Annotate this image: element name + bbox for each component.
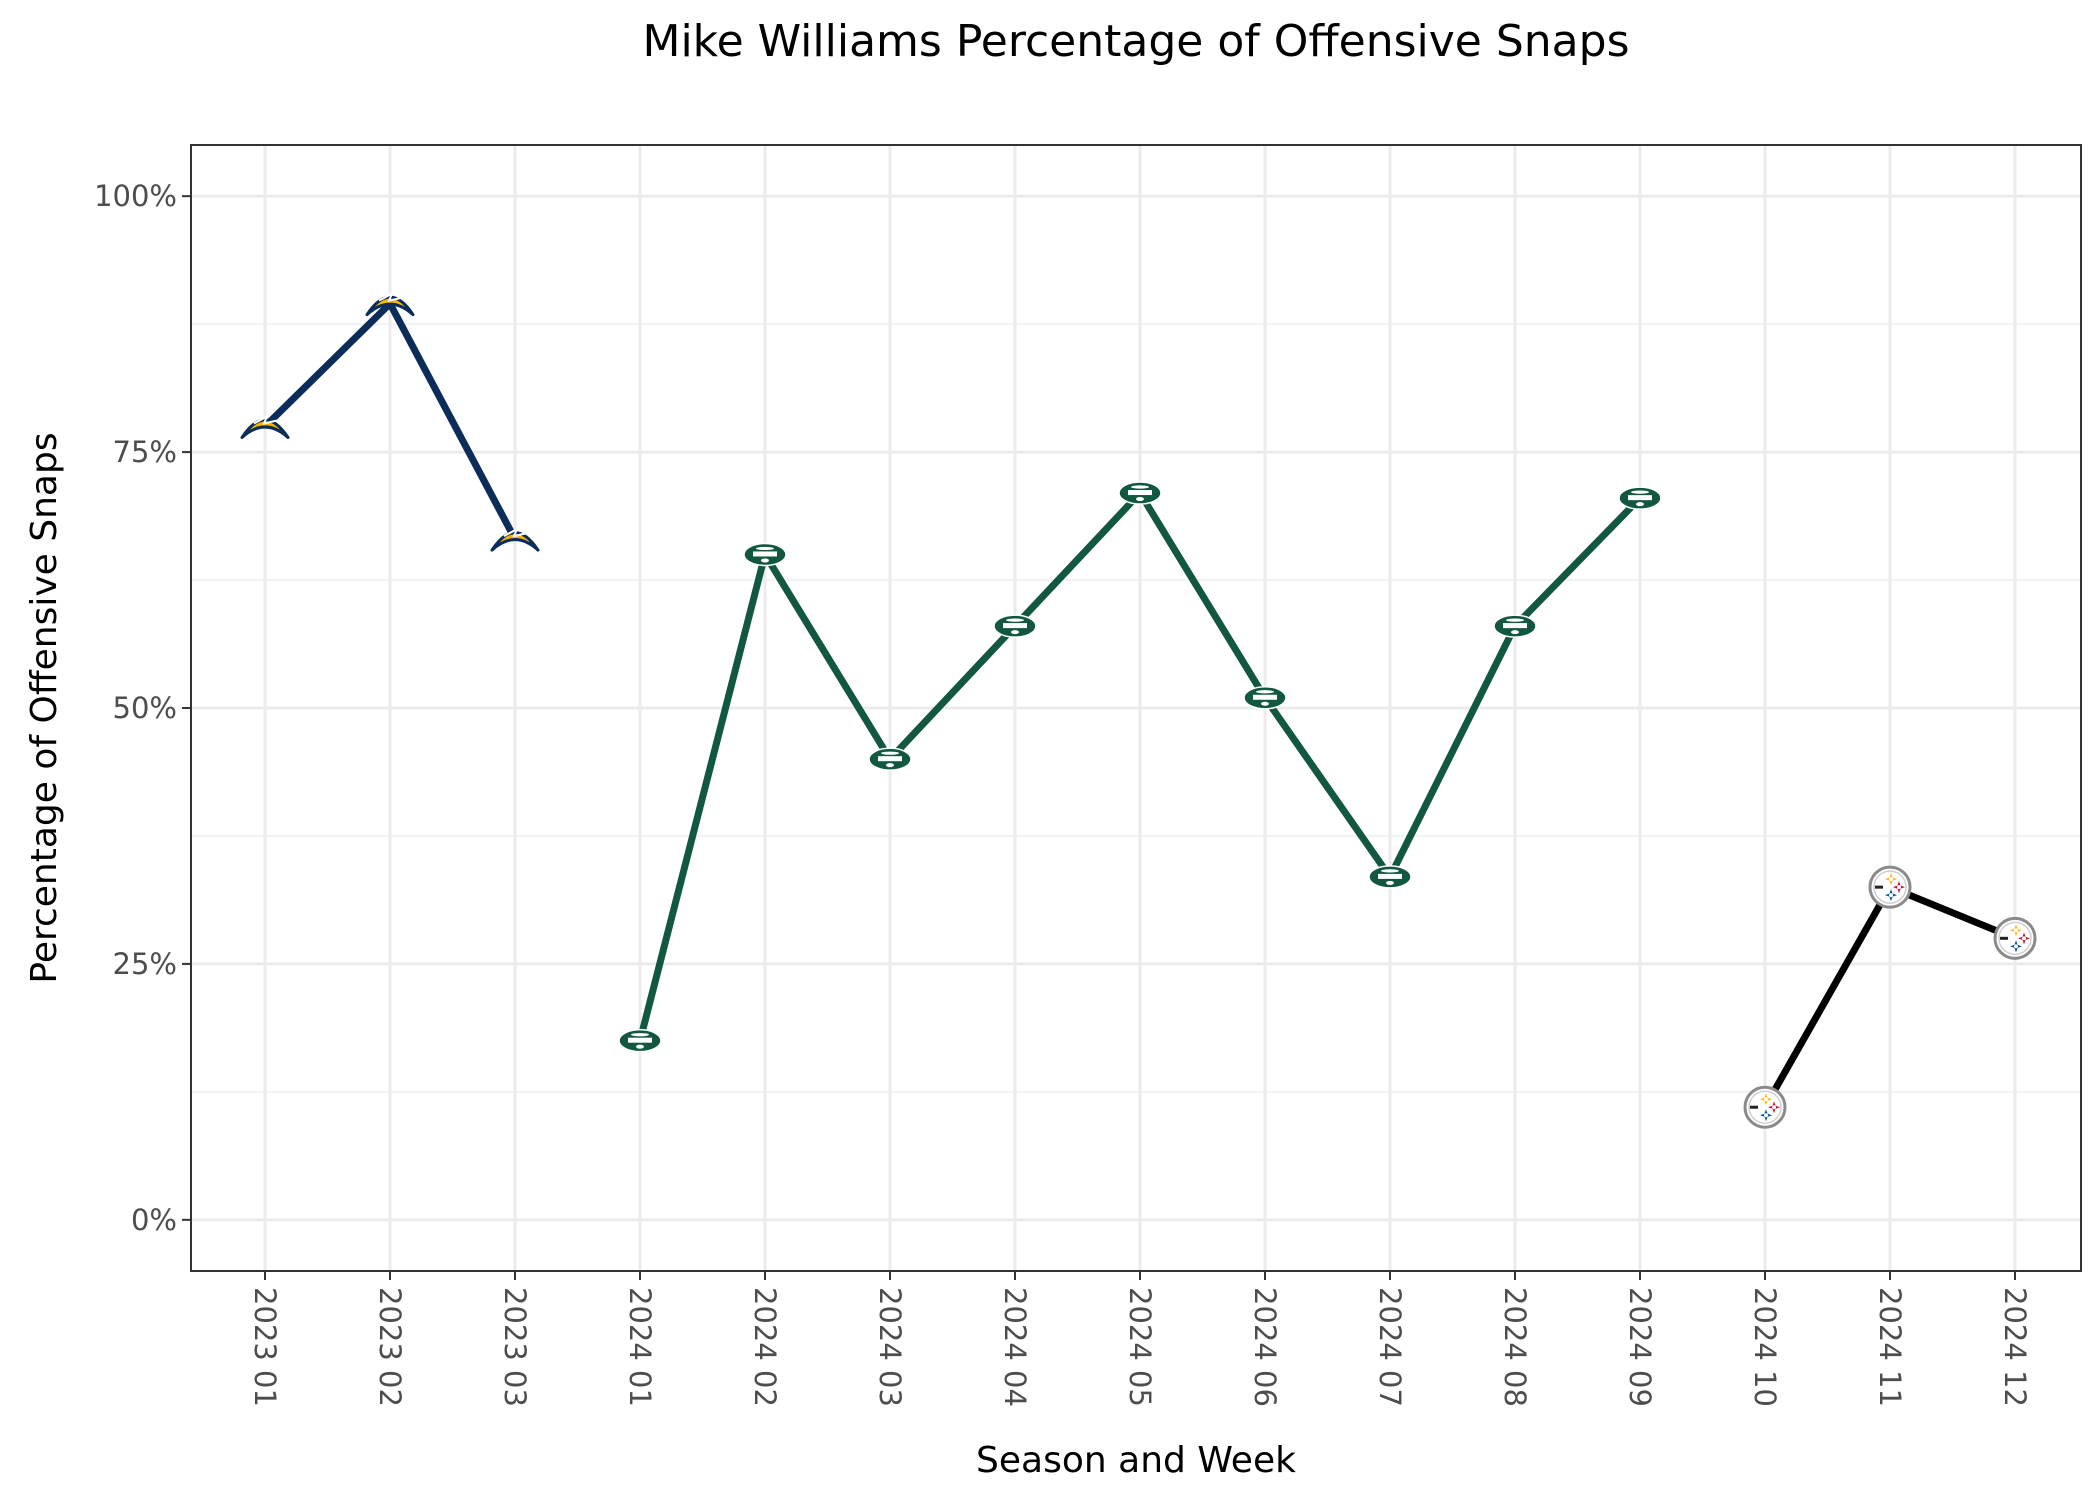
x-tick-label: 2024 09 bbox=[1623, 1287, 1657, 1407]
jets-logo-icon bbox=[993, 614, 1037, 638]
steelers-logo-icon bbox=[1743, 1085, 1787, 1129]
chargers-logo-icon bbox=[490, 526, 540, 552]
jets-logo-icon bbox=[743, 542, 787, 567]
jets-logo-icon bbox=[1493, 614, 1537, 638]
chargers-logo-icon bbox=[365, 291, 415, 317]
grid-layer bbox=[191, 145, 2081, 1271]
x-tick-label: 2024 05 bbox=[1123, 1287, 1157, 1407]
y-tick-label: 100% bbox=[94, 179, 177, 213]
x-tick-label: 2023 01 bbox=[248, 1287, 282, 1407]
x-axis: 2023 01 2023 02 2023 03 2024 01 2024 02 2024 … bbox=[248, 1271, 2032, 1407]
x-tick-label: 2024 06 bbox=[1248, 1287, 1282, 1407]
jets-logo-icon bbox=[1243, 686, 1287, 710]
y-tick-label: 25% bbox=[113, 947, 177, 981]
jets-logo-icon bbox=[618, 1028, 662, 1053]
x-tick-label: 2024 02 bbox=[748, 1287, 782, 1407]
x-tick-label: 2024 08 bbox=[1498, 1287, 1532, 1407]
x-tick-label: 2024 07 bbox=[1373, 1287, 1407, 1407]
jets-logo-icon bbox=[1118, 481, 1162, 505]
y-tick-label: 75% bbox=[113, 435, 177, 469]
x-tick-label: 2024 01 bbox=[623, 1287, 657, 1407]
jets-logo-icon bbox=[868, 747, 912, 771]
x-tick-label: 2024 11 bbox=[1873, 1287, 1907, 1407]
y-axis-title: Percentage of Offensive Snaps bbox=[24, 432, 65, 983]
jets-logo-icon bbox=[1618, 486, 1662, 510]
steelers-logo-icon bbox=[1993, 916, 2037, 960]
chart-title: Mike Williams Percentage of Offensive Sn… bbox=[642, 16, 1629, 67]
y-tick-label: 50% bbox=[113, 691, 177, 725]
x-tick-label: 2023 02 bbox=[373, 1287, 407, 1407]
x-tick-label: 2023 03 bbox=[498, 1287, 532, 1407]
x-tick-label: 2024 12 bbox=[1998, 1287, 2032, 1407]
x-tick-label: 2024 04 bbox=[998, 1287, 1032, 1407]
chargers-logo-icon bbox=[240, 414, 290, 439]
marker-layer bbox=[240, 291, 2037, 1129]
x-tick-label: 2024 03 bbox=[873, 1287, 907, 1407]
y-tick-label: 0% bbox=[131, 1203, 177, 1237]
jets-logo-icon bbox=[1368, 865, 1412, 889]
y-axis: 0% 25% 50% 75% 100% bbox=[94, 179, 191, 1237]
x-tick-label: 2024 10 bbox=[1748, 1287, 1782, 1407]
steelers-logo-icon bbox=[1868, 865, 1912, 909]
x-axis-title: Season and Week bbox=[976, 1440, 1296, 1481]
